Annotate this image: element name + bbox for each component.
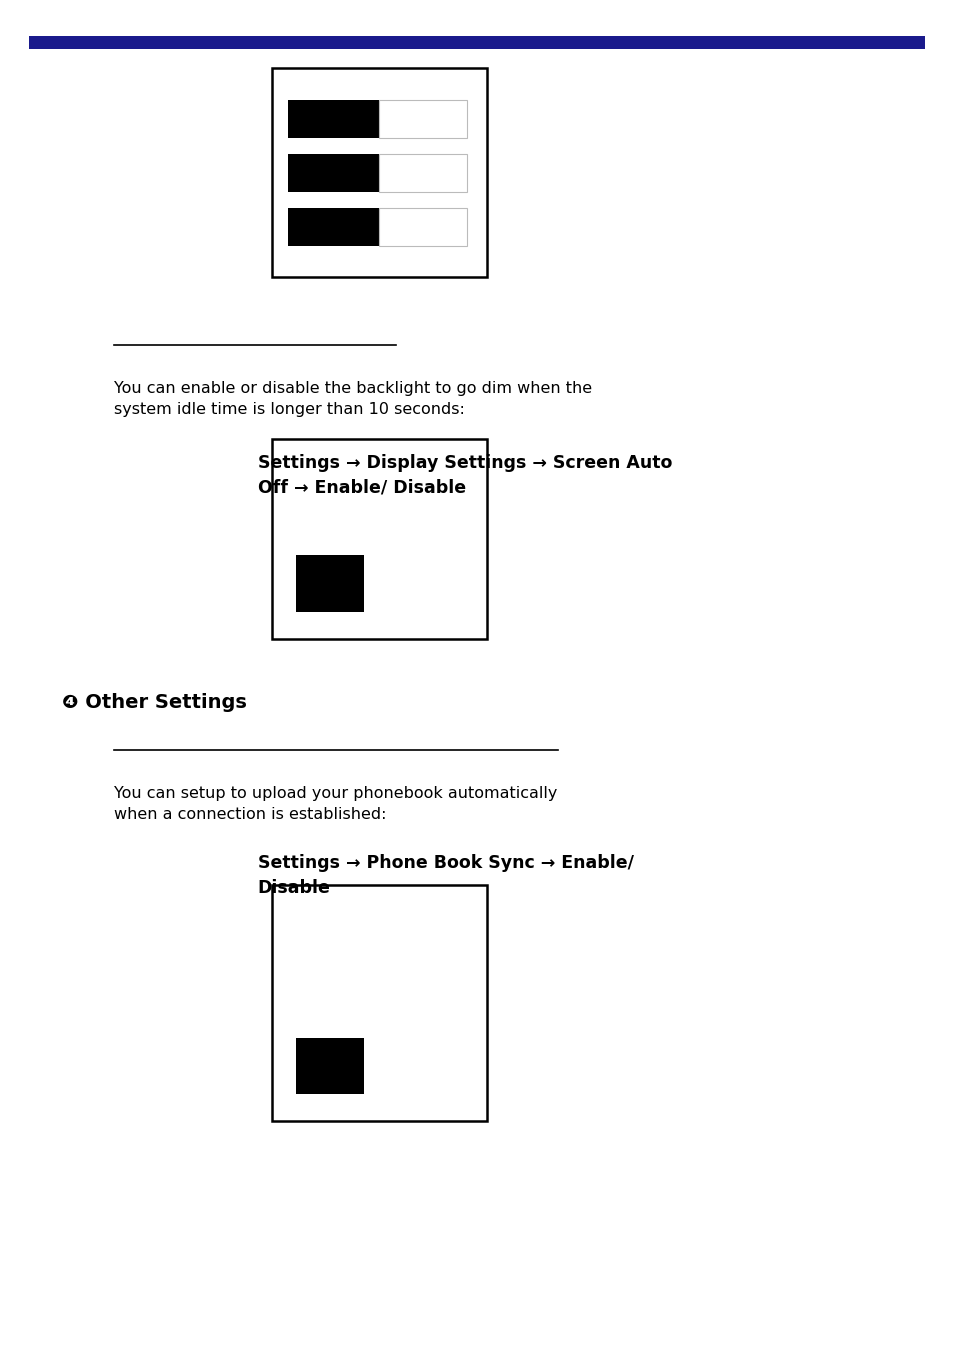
Bar (378, 100, 467, 138)
Bar (272, 68, 486, 277)
Bar (288, 100, 378, 138)
Text: ❹ Other Settings: ❹ Other Settings (62, 693, 247, 712)
Bar (378, 154, 467, 192)
Text: You can setup to upload your phonebook automatically
when a connection is establ: You can setup to upload your phonebook a… (114, 786, 558, 823)
Bar (295, 1038, 364, 1094)
Text: Settings → Display Settings → Screen Auto
Off → Enable/ Disable: Settings → Display Settings → Screen Aut… (257, 454, 671, 497)
Bar (272, 885, 486, 1121)
Text: You can enable or disable the backlight to go dim when the
system idle time is l: You can enable or disable the backlight … (114, 381, 592, 417)
Bar (288, 154, 378, 192)
Bar (288, 208, 378, 246)
Bar (29, 36, 924, 49)
Bar (378, 208, 467, 246)
Text: Settings → Phone Book Sync → Enable/
Disable: Settings → Phone Book Sync → Enable/ Dis… (257, 854, 633, 897)
Bar (295, 555, 364, 612)
Bar (272, 439, 486, 639)
